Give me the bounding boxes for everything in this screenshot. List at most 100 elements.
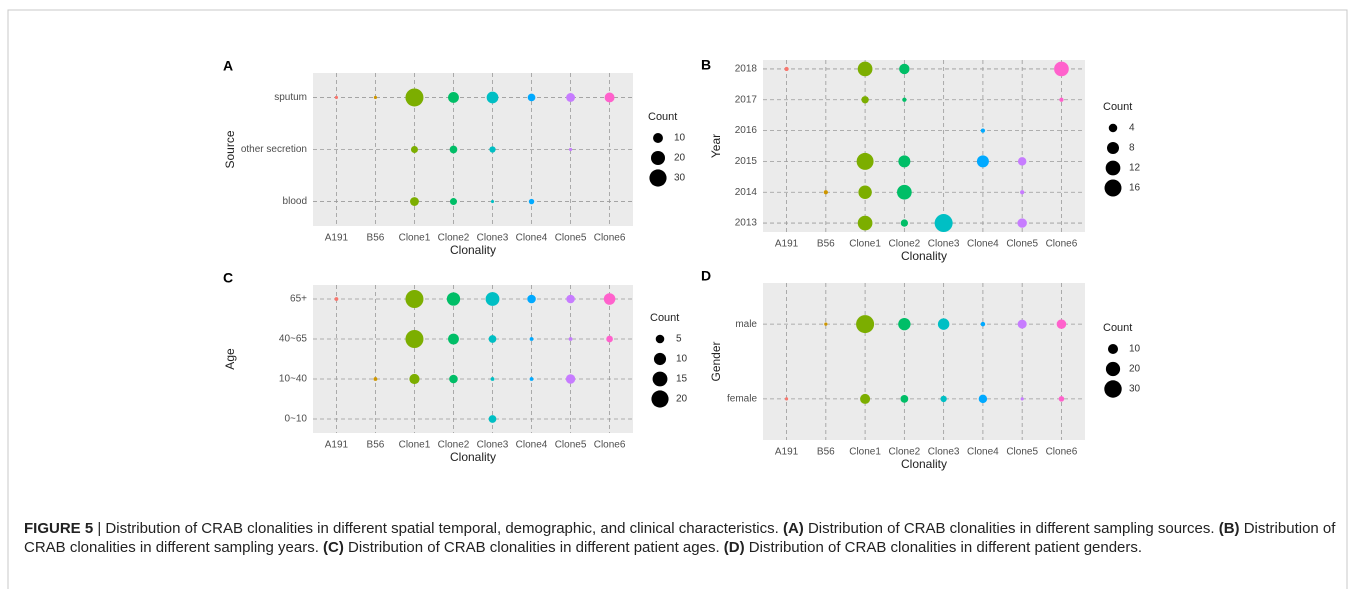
x-tick-label: Clone1: [399, 440, 431, 451]
legend-label: 12: [1129, 163, 1141, 174]
bubble: [1017, 218, 1027, 228]
caption-text: Distribution of CRAB clonalities in diff…: [748, 539, 1143, 556]
x-tick-label: A191: [325, 440, 349, 451]
bubble: [568, 147, 573, 152]
bubble: [857, 215, 873, 231]
x-tick-label: B56: [817, 447, 835, 458]
legend-title: Count: [1103, 101, 1132, 113]
panel-label: B: [701, 57, 711, 73]
legend-label: 10: [674, 133, 686, 144]
legend-key: [651, 390, 669, 408]
x-tick-label: Clone5: [1006, 447, 1038, 458]
bubble: [898, 155, 911, 168]
legend-label: 20: [1129, 364, 1141, 375]
legend-label: 10: [1129, 344, 1141, 355]
caption: FIGURE 5 | Distribution of CRAB clonalit…: [24, 519, 1339, 557]
bubble: [856, 152, 874, 170]
legend-label: 10: [676, 354, 688, 365]
legend-key: [652, 371, 668, 387]
x-tick-label: Clone1: [399, 233, 431, 244]
legend-title: Count: [1103, 322, 1132, 334]
bubble: [373, 95, 378, 100]
legend-title: Count: [648, 111, 677, 123]
x-tick-label: Clone6: [594, 440, 626, 451]
x-tick-label: Clone2: [438, 440, 470, 451]
bubble: [528, 198, 535, 205]
plot-background: [313, 73, 633, 226]
y-tick-label: blood: [283, 196, 307, 207]
legend-label: 15: [676, 374, 688, 385]
bubble: [823, 190, 828, 195]
bubble: [1020, 397, 1024, 401]
legend-key: [1105, 361, 1121, 377]
x-tick-label: Clone4: [516, 233, 548, 244]
bubble: [449, 145, 458, 154]
legend-key: [1107, 142, 1119, 154]
bubble: [446, 292, 461, 306]
legend-label: 30: [1129, 384, 1141, 395]
bubble: [784, 397, 789, 401]
legend-title: Count: [650, 312, 679, 324]
bubble: [488, 415, 497, 423]
x-tick-label: Clone6: [1046, 239, 1078, 250]
legend-key: [1108, 123, 1118, 133]
y-tick-label: 2016: [735, 125, 758, 136]
bubble: [900, 219, 909, 227]
legend-key: [1105, 160, 1121, 176]
caption-label: (D): [723, 539, 745, 556]
bubble: [490, 377, 495, 381]
bubble: [566, 294, 575, 304]
x-tick-label: Clone2: [889, 239, 921, 250]
bubble: [1059, 97, 1064, 102]
x-tick-label: Clone5: [1006, 239, 1038, 250]
legend-key: [649, 169, 667, 187]
bubble: [488, 335, 497, 343]
bubble: [334, 297, 339, 301]
bubble: [861, 96, 869, 104]
bubble: [604, 92, 615, 103]
bubble: [858, 185, 872, 199]
bubble: [902, 97, 907, 102]
x-tick-label: Clone1: [849, 239, 881, 250]
bubble: [1056, 319, 1067, 329]
x-tick-label: Clone6: [1046, 447, 1078, 458]
x-axis-title: Clonality: [450, 243, 496, 257]
y-tick-label: 65+: [290, 294, 307, 305]
bubble: [857, 61, 873, 77]
bubble: [824, 322, 828, 326]
bubble: [527, 294, 536, 304]
x-axis-title: Clonality: [901, 457, 947, 471]
y-tick-label: 2018: [735, 64, 758, 75]
bubble: [529, 337, 534, 341]
y-tick-label: 10~40: [279, 374, 308, 385]
caption-text: Distribution of CRAB clonalities in diff…: [807, 520, 1215, 537]
bubble: [784, 66, 789, 72]
x-axis-title: Clonality: [450, 450, 496, 464]
y-tick-label: other secretion: [241, 144, 307, 155]
y-axis-title: Gender: [709, 341, 723, 381]
bubble: [490, 199, 495, 204]
plot-background: [763, 283, 1085, 440]
y-axis-title: Age: [223, 348, 237, 370]
x-tick-label: A191: [775, 447, 799, 458]
bubble: [449, 374, 458, 384]
y-tick-label: sputum: [274, 92, 307, 103]
bubble: [568, 337, 573, 341]
bubble: [898, 317, 911, 331]
x-tick-label: Clone1: [849, 447, 881, 458]
legend-label: 20: [674, 153, 686, 164]
legend-key: [1107, 343, 1119, 355]
legend-key: [650, 150, 666, 166]
bubble: [405, 290, 424, 308]
legend-key: [655, 334, 665, 344]
plot-background: [763, 60, 1085, 232]
bubble: [486, 91, 499, 104]
bubble: [1017, 319, 1027, 329]
legend-label: 4: [1129, 123, 1135, 134]
bubble: [978, 394, 988, 404]
bubble: [566, 93, 575, 102]
bubble: [489, 146, 496, 153]
bubble: [897, 184, 912, 200]
bubble: [410, 197, 419, 206]
